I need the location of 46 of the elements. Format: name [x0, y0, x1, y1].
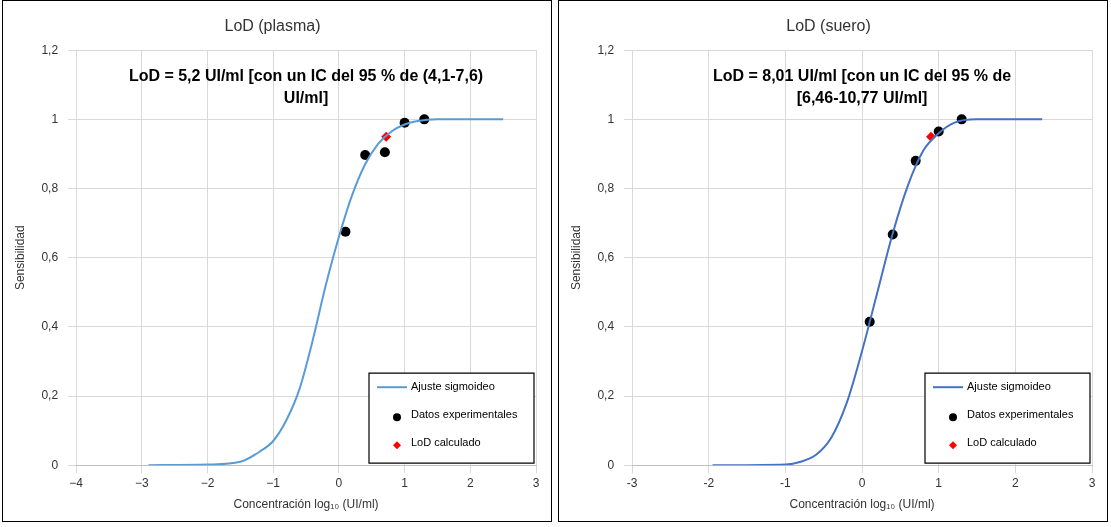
y-tick-label: 0,4: [41, 319, 59, 334]
x-tick-label: 0: [858, 475, 866, 490]
y-axis-title: Sensibilidad: [12, 225, 27, 291]
legend-label: Datos experimentales: [967, 408, 1074, 421]
x-tick-label: 2: [1012, 475, 1019, 490]
y-tick-label: 1: [51, 111, 59, 126]
x-tick-label: -1: [780, 475, 792, 490]
point: [340, 226, 351, 237]
x-tick-label: −3: [134, 475, 149, 490]
x-tick-label: −4: [69, 475, 84, 490]
x-axis-title: Concentración log₁₀ (UI/ml): [233, 497, 379, 512]
x-tick-label: 1: [401, 475, 409, 490]
annotation: LoD = 8,01 UI/ml [con un IC del 95 % de [6,46-10,77 UI/ml]: [712, 66, 1012, 106]
y-tick-label: 1,2: [41, 42, 59, 57]
y-tick-label: 1,2: [597, 42, 615, 57]
x-axis-title: Concentración log₁₀ (UI/ml): [789, 497, 935, 512]
x-tick-label: 3: [1088, 475, 1096, 490]
legend-label: Ajuste sigmoideo: [411, 380, 495, 393]
x-tick-label: -2: [703, 475, 715, 490]
x-tick-label: −1: [266, 475, 281, 490]
point: [379, 147, 390, 158]
legend-label: LoD calculado: [411, 436, 481, 449]
y-tick-label: 0,6: [597, 250, 615, 265]
y-tick-label: 0: [51, 457, 59, 472]
legend-label: LoD calculado: [967, 436, 1037, 449]
annotation: LoD = 5,2 UI/ml [con un IC del 95 % de (4,1-7,6) UI/ml]: [128, 66, 484, 106]
y-axis-title: Sensibilidad: [568, 225, 583, 291]
y-tick-label: 0,8: [597, 180, 615, 195]
y-tick-label: 0,2: [597, 388, 615, 403]
chart-title: LoD (suero): [786, 17, 871, 35]
x-tick-label: 1: [935, 475, 943, 490]
y-tick-label: 0,6: [41, 250, 59, 265]
point: [360, 149, 371, 160]
y-tick-label: 0,8: [41, 180, 59, 195]
y-tick-label: 0,4: [597, 319, 615, 334]
x-tick-label: 3: [532, 475, 540, 490]
x-tick-label: -3: [626, 475, 638, 490]
x-tick-label: −2: [200, 475, 215, 490]
chart-title: LoD (plasma): [224, 17, 321, 35]
x-tick-label: 0: [335, 475, 343, 490]
y-tick-label: 0: [607, 457, 615, 472]
y-tick-label: 1: [607, 111, 615, 126]
x-tick-label: 2: [466, 475, 474, 490]
legend-label: Ajuste sigmoideo: [967, 380, 1051, 393]
legend-label: Datos experimentales: [411, 408, 518, 421]
y-tick-label: 0,2: [41, 388, 59, 403]
